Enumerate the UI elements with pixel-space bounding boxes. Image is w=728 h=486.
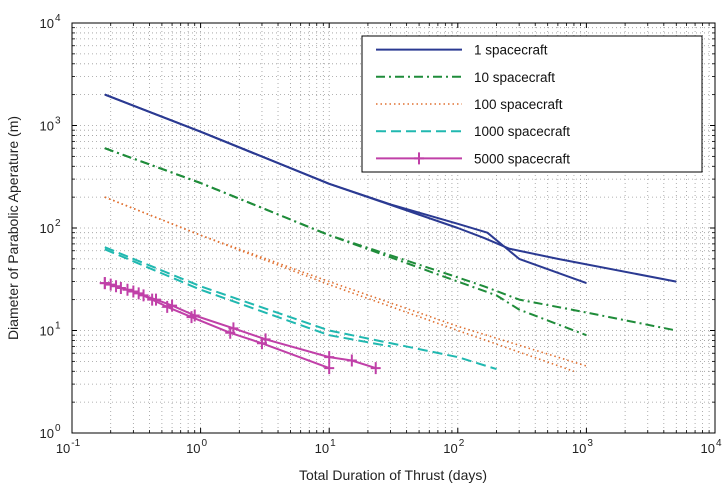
series-line xyxy=(104,196,575,373)
series-marker-plus xyxy=(370,362,381,375)
legend-marker-plus xyxy=(414,152,424,165)
series-marker-plus xyxy=(122,283,133,296)
series-5 xyxy=(99,277,381,375)
legend-label: 1000 spacecraft xyxy=(474,124,570,139)
series-line xyxy=(104,147,587,337)
x-tick-label: 104 xyxy=(700,438,721,456)
series-marker-plus xyxy=(162,300,173,313)
x-tick-label: 102 xyxy=(443,438,464,456)
x-axis-label: Total Duration of Thrust (days) xyxy=(299,467,487,483)
series-line xyxy=(104,282,330,370)
y-tick-label: 102 xyxy=(39,218,60,236)
y-axis-label: Diameter of Parabolic Aperature (m) xyxy=(5,116,21,340)
series-marker-plus xyxy=(186,311,197,324)
series-2 xyxy=(104,147,677,337)
series-marker-plus xyxy=(133,287,144,300)
x-tick-label: 103 xyxy=(572,438,593,456)
series-line xyxy=(104,93,677,283)
series-marker-plus xyxy=(346,354,357,367)
series-marker-plus xyxy=(324,362,335,375)
series-3 xyxy=(104,196,587,373)
x-tick-label: 101 xyxy=(315,438,336,456)
y-tick-label: 100 xyxy=(39,423,60,441)
series-1 xyxy=(104,93,677,285)
legend: 1 spacecraft 10 spacecraft 100 spacecraft 1… xyxy=(361,35,703,173)
legend-box xyxy=(361,35,703,173)
legend-label: 1 spacecraft xyxy=(474,43,548,58)
series-line xyxy=(104,147,677,332)
y-tick-label: 101 xyxy=(39,321,60,339)
y-tick-label: 104 xyxy=(39,13,60,31)
x-tick-label: 100 xyxy=(186,438,207,456)
y-tick-label: 103 xyxy=(39,116,60,134)
x-tick-label: 10-1 xyxy=(56,438,81,456)
legend-label: 5000 spacecraft xyxy=(474,151,570,166)
series-4 xyxy=(104,246,497,371)
series-marker-plus xyxy=(147,293,158,306)
series-line xyxy=(104,248,391,348)
series-marker-plus xyxy=(225,326,236,339)
series-marker-plus xyxy=(111,280,122,293)
series-marker-plus xyxy=(324,351,335,364)
legend-label: 100 spacecraft xyxy=(474,97,563,112)
series-layer xyxy=(99,93,677,375)
series-line xyxy=(104,246,497,371)
series-marker-plus xyxy=(99,277,110,290)
legend-label: 10 spacecraft xyxy=(474,70,555,85)
series-marker-plus xyxy=(256,337,267,350)
